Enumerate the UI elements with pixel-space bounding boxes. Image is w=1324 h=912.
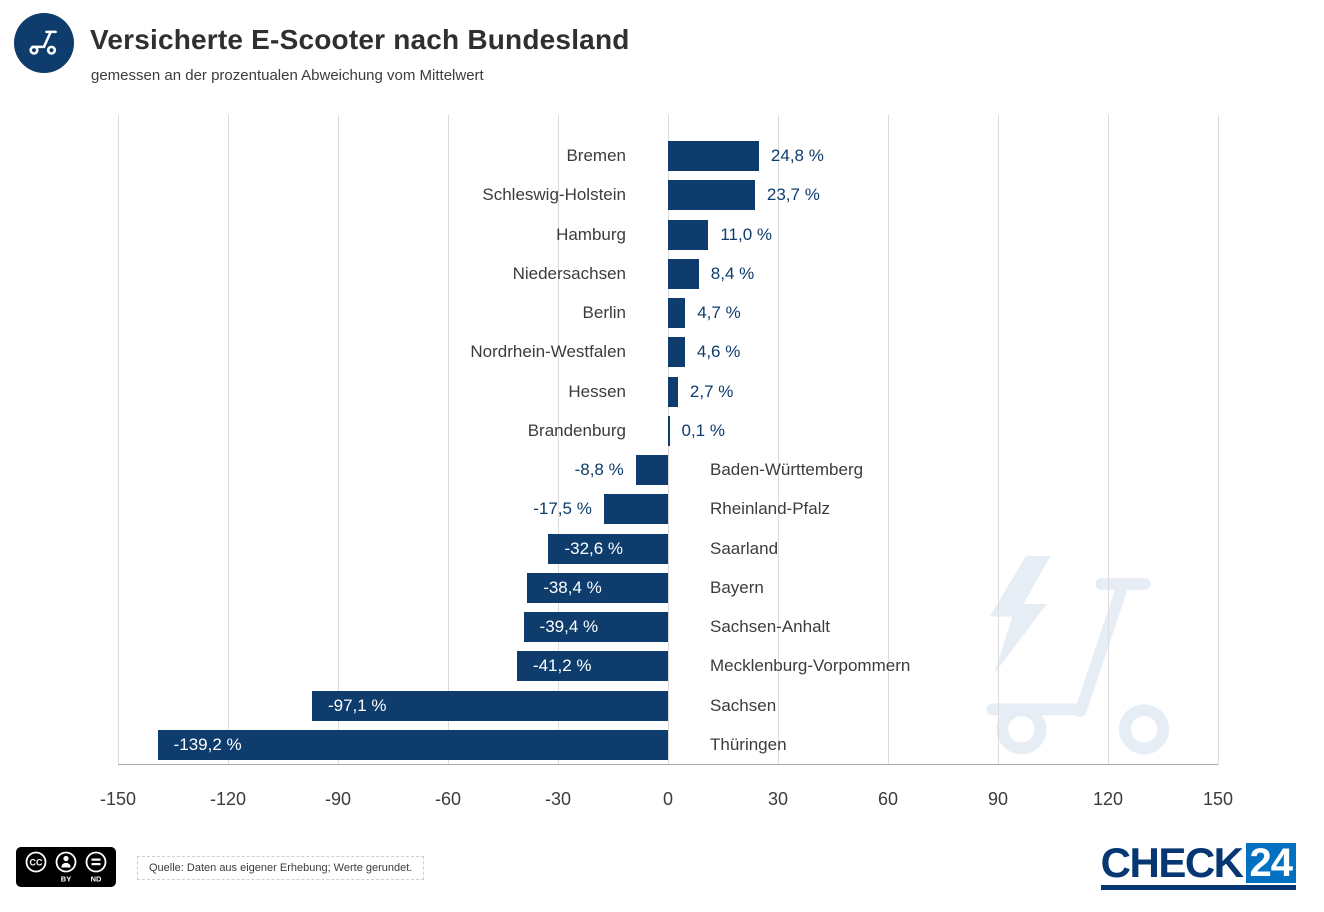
state-bar xyxy=(668,298,686,328)
state-label: Niedersachsen xyxy=(512,263,626,283)
by-person-icon xyxy=(61,855,71,868)
state-label: Sachsen-Anhalt xyxy=(710,617,831,636)
state-label: Schleswig-Holstein xyxy=(482,185,626,205)
state-bar xyxy=(668,415,670,446)
x-tick-label: 0 xyxy=(662,789,674,809)
logo-underline xyxy=(1100,885,1296,890)
state-label: Berlin xyxy=(582,303,626,322)
value-label: -139,2 % xyxy=(173,734,242,754)
state-bar xyxy=(635,455,668,485)
state-label: Hamburg xyxy=(556,224,626,244)
cc-license-badge: CC BY ND xyxy=(16,847,116,892)
state-bar xyxy=(668,337,685,368)
x-tick-label: -30 xyxy=(544,789,572,809)
x-tick-label: -120 xyxy=(209,789,247,809)
state-bar xyxy=(527,572,668,603)
value-label: -41,2 % xyxy=(532,656,592,676)
value-label: 24,8 % xyxy=(770,146,824,165)
gridline xyxy=(1107,115,1109,765)
x-tick-label: -60 xyxy=(434,789,462,809)
state-label: Mecklenburg-Vorpommern xyxy=(710,656,911,676)
value-label: -17,5 % xyxy=(533,499,592,519)
state-bar xyxy=(603,494,668,525)
logo-check-text: CHECK xyxy=(1100,839,1244,886)
gridline xyxy=(557,115,559,765)
x-tick-label: -90 xyxy=(324,789,352,809)
gridline xyxy=(887,115,889,765)
cc-text: CC xyxy=(30,858,43,868)
x-axis: -150 -120 -90 -60 -30 0 30 60 90 120 150 xyxy=(100,789,1233,817)
state-bar xyxy=(668,258,699,289)
logo-24-badge: 24 xyxy=(1245,843,1296,883)
value-label: 0,1 % xyxy=(681,420,725,440)
check24-logo: CHECK 24 xyxy=(1100,839,1296,890)
state-bar xyxy=(548,533,668,564)
value-label: -32,6 % xyxy=(564,538,624,558)
cc-icon xyxy=(25,851,107,873)
nd-equals-icon xyxy=(91,858,101,866)
gridline xyxy=(447,115,449,765)
x-tick-label: 90 xyxy=(987,789,1009,809)
gridline xyxy=(337,115,339,765)
state-label: Baden-Württemberg xyxy=(710,460,864,479)
x-axis-line xyxy=(118,764,1218,765)
x-tick-label: 120 xyxy=(1092,789,1124,809)
state-bar xyxy=(668,219,709,250)
x-tick-label: -150 xyxy=(99,789,137,809)
x-tick-label: 30 xyxy=(767,789,789,809)
source-note: Quelle: Daten aus eigener Erhebung; Wert… xyxy=(137,856,425,880)
gridline xyxy=(1217,115,1219,765)
state-label: Bayern xyxy=(710,577,764,597)
gridline xyxy=(997,115,999,765)
header-logo-badge xyxy=(14,13,74,73)
state-bar xyxy=(668,180,755,211)
state-label: Saarland xyxy=(710,538,779,558)
gridline xyxy=(117,115,119,765)
state-label: Rheinland-Pfalz xyxy=(710,499,831,519)
state-bar xyxy=(668,376,678,407)
page-title: Versicherte E-Scooter nach Bundesland xyxy=(90,24,630,55)
gridline xyxy=(227,115,229,765)
x-tick-label: 60 xyxy=(877,789,899,809)
page-subtitle: gemessen an der prozentualen Abweichung … xyxy=(91,67,484,84)
value-label: -97,1 % xyxy=(327,695,387,715)
value-label: 8,4 % xyxy=(710,263,755,283)
value-label: 2,7 % xyxy=(689,381,734,401)
state-label: Hessen xyxy=(568,381,626,401)
by-text: BY xyxy=(61,875,71,884)
value-label: 23,7 % xyxy=(766,185,820,205)
scooter-icon xyxy=(24,21,64,66)
value-label: -38,4 % xyxy=(543,577,602,597)
value-label: 4,7 % xyxy=(697,303,741,322)
value-label: 4,6 % xyxy=(696,342,741,362)
watermark-scooter-icon xyxy=(976,551,1194,770)
gridline xyxy=(777,115,779,765)
state-label: Thüringen xyxy=(710,734,787,754)
nd-text: ND xyxy=(91,875,102,884)
plot-area: Bremen 24,8 % Schleswig-Holstein 23,7 % Hamb… xyxy=(117,115,1219,765)
x-tick-label: 150 xyxy=(1202,789,1234,809)
value-label: -39,4 % xyxy=(539,617,599,636)
state-bar xyxy=(157,729,668,760)
value-label: 11,0 % xyxy=(720,224,772,244)
state-bar xyxy=(516,651,668,682)
state-label: Nordrhein-Westfalen xyxy=(470,342,626,362)
state-label: Bremen xyxy=(566,146,626,165)
state-bar xyxy=(523,612,668,642)
state-bar xyxy=(311,690,668,721)
state-bar xyxy=(668,141,759,171)
state-label: Brandenburg xyxy=(527,420,626,440)
value-label: -8,8 % xyxy=(574,460,624,479)
state-label: Sachsen xyxy=(710,695,777,715)
